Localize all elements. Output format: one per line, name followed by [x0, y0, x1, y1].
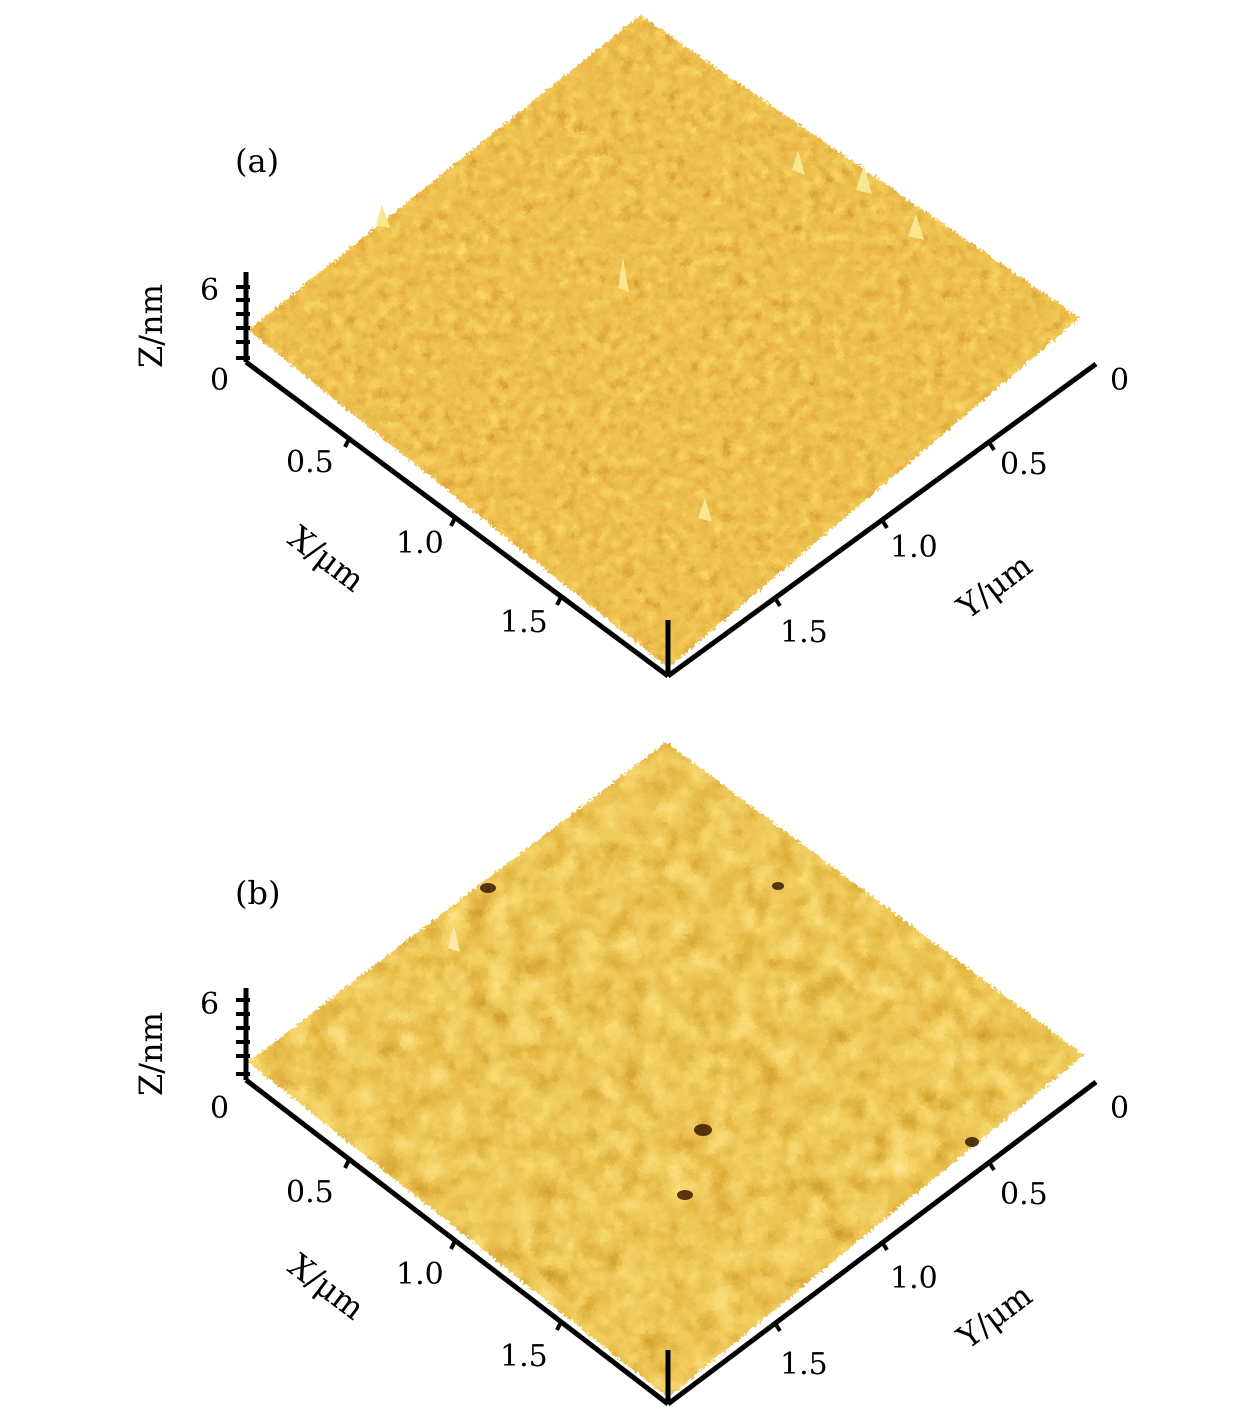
y-ticks-b	[773, 1160, 996, 1333]
surface-pits-b	[480, 882, 979, 1200]
y-tick-b-1: 0.5	[1000, 1177, 1048, 1212]
afm-surface-a	[248, 15, 1080, 668]
y-tick-b-0: 0	[1110, 1091, 1129, 1126]
z-ticks-a	[236, 285, 250, 360]
x-ticks-b	[343, 1159, 563, 1331]
panel-label-b: (b)	[235, 874, 280, 912]
x-ticks-a	[343, 438, 563, 606]
x-axis-label-b: X/μm	[281, 1246, 372, 1327]
z-tick-max-b: 6	[200, 987, 219, 1022]
y-axis-label-b: Y/μm	[949, 1276, 1039, 1357]
y-ticks-a	[773, 440, 996, 608]
x-tick-b-0: 0.5	[286, 1175, 334, 1210]
y-tick-b-2: 1.0	[890, 1261, 938, 1296]
y-tick-a-0: 0	[1110, 363, 1129, 398]
y-tick-a-1: 0.5	[1000, 447, 1048, 482]
y-tick-a-3: 1.5	[780, 615, 828, 650]
x-tick-a-0: 0.5	[286, 445, 334, 480]
y-tick-b-3: 1.5	[780, 1347, 828, 1382]
panel-a: (a) 6 0 Z/nm 0.5 1.0 1.5 X/μm 0 0.5 1.0 …	[132, 15, 1129, 679]
z-ticks-b	[236, 998, 250, 1076]
z-tick-max-a: 6	[200, 273, 219, 308]
z-axis-label-a: Z/nm	[132, 284, 170, 368]
x-tick-a-2: 1.5	[500, 605, 548, 640]
panel-label-a: (a)	[235, 142, 279, 180]
panel-b: (b) 6 0 Z/nm 0.5 1.0 1.5 X/μm 0 0.5 1.0 …	[132, 742, 1129, 1406]
x-tick-a-1: 1.0	[396, 526, 444, 561]
surface-spikes-b	[448, 925, 460, 952]
y-tick-a-2: 1.0	[890, 530, 938, 565]
y-axis-label-a: Y/μm	[949, 546, 1039, 627]
z-tick-min-b: 0	[210, 1091, 229, 1126]
x-tick-b-2: 1.5	[500, 1339, 548, 1374]
afm-surface-b	[248, 742, 1084, 1398]
z-tick-min-a: 0	[210, 363, 229, 398]
x-tick-b-1: 1.0	[396, 1257, 444, 1292]
surface-spikes-a	[376, 150, 924, 522]
z-axis-label-b: Z/nm	[132, 1012, 170, 1096]
x-axis-label-a: X/μm	[281, 518, 372, 599]
